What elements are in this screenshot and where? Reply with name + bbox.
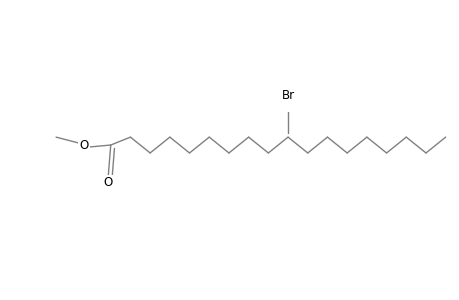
Text: O: O xyxy=(103,176,112,189)
Text: O: O xyxy=(79,139,88,152)
Text: Br: Br xyxy=(281,89,294,102)
